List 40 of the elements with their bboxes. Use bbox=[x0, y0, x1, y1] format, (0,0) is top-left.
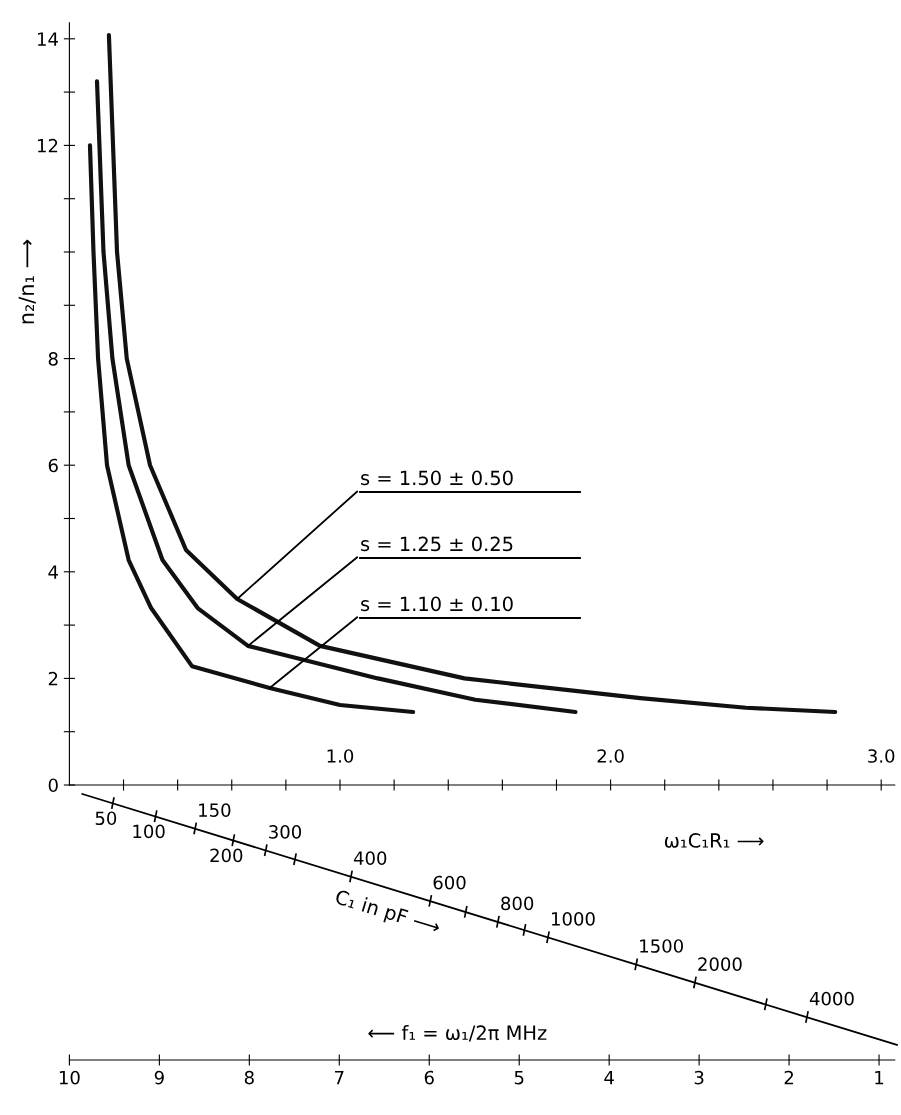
x-tick-label: 3.0 bbox=[868, 749, 895, 763]
annotation: s = 1.25 ± 0.25 bbox=[361, 536, 513, 552]
text: 50 bbox=[95, 811, 117, 826]
text: 8 bbox=[244, 1070, 254, 1085]
text: 200 bbox=[210, 848, 243, 863]
annotation: s = 1.50 ± 0.50 bbox=[361, 470, 513, 486]
text: 1000 bbox=[551, 912, 595, 926]
text: 5 bbox=[514, 1070, 524, 1085]
text: 2000 bbox=[698, 957, 742, 971]
x-axis-title: ω₁C₁R₁ ⟶ bbox=[664, 833, 764, 848]
line-series bbox=[106, 32, 838, 715]
text: 7 bbox=[335, 1070, 344, 1085]
text: 6 bbox=[424, 1070, 434, 1085]
annotation: s = 1.10 ± 0.10 bbox=[361, 596, 513, 612]
x-tick-label: 2.0 bbox=[597, 749, 624, 763]
y-tick-label: 8 bbox=[48, 352, 58, 366]
x-tick-label: 1.0 bbox=[327, 749, 354, 763]
y-tick-label: 14 bbox=[37, 32, 58, 46]
text: 400 bbox=[353, 851, 387, 865]
text: 4000 bbox=[809, 991, 854, 1006]
text: 4 bbox=[604, 1070, 614, 1085]
y-tick-label: 0 bbox=[48, 778, 58, 793]
text: 800 bbox=[501, 896, 534, 911]
line-series bbox=[94, 79, 578, 715]
y-tick-label: 12 bbox=[37, 138, 58, 153]
text: ⟵ f₁ = ω₁/2π MHz bbox=[368, 1025, 547, 1042]
y-axis-title: n₂/n₁ ⟶ bbox=[18, 239, 36, 324]
y-tick-label: 2 bbox=[48, 671, 58, 686]
text: 2 bbox=[784, 1070, 794, 1085]
text: 150 bbox=[199, 803, 231, 817]
y-tick-label: 6 bbox=[48, 458, 58, 473]
text: 600 bbox=[433, 875, 466, 890]
text: 300 bbox=[269, 825, 302, 839]
text: 100 bbox=[133, 824, 165, 839]
y-tick-label: 4 bbox=[48, 565, 58, 579]
text: 1 bbox=[875, 1070, 884, 1085]
text: 9 bbox=[154, 1070, 164, 1085]
text: 10 bbox=[59, 1070, 80, 1085]
text: 3 bbox=[694, 1070, 704, 1085]
text: 1500 bbox=[640, 939, 683, 953]
